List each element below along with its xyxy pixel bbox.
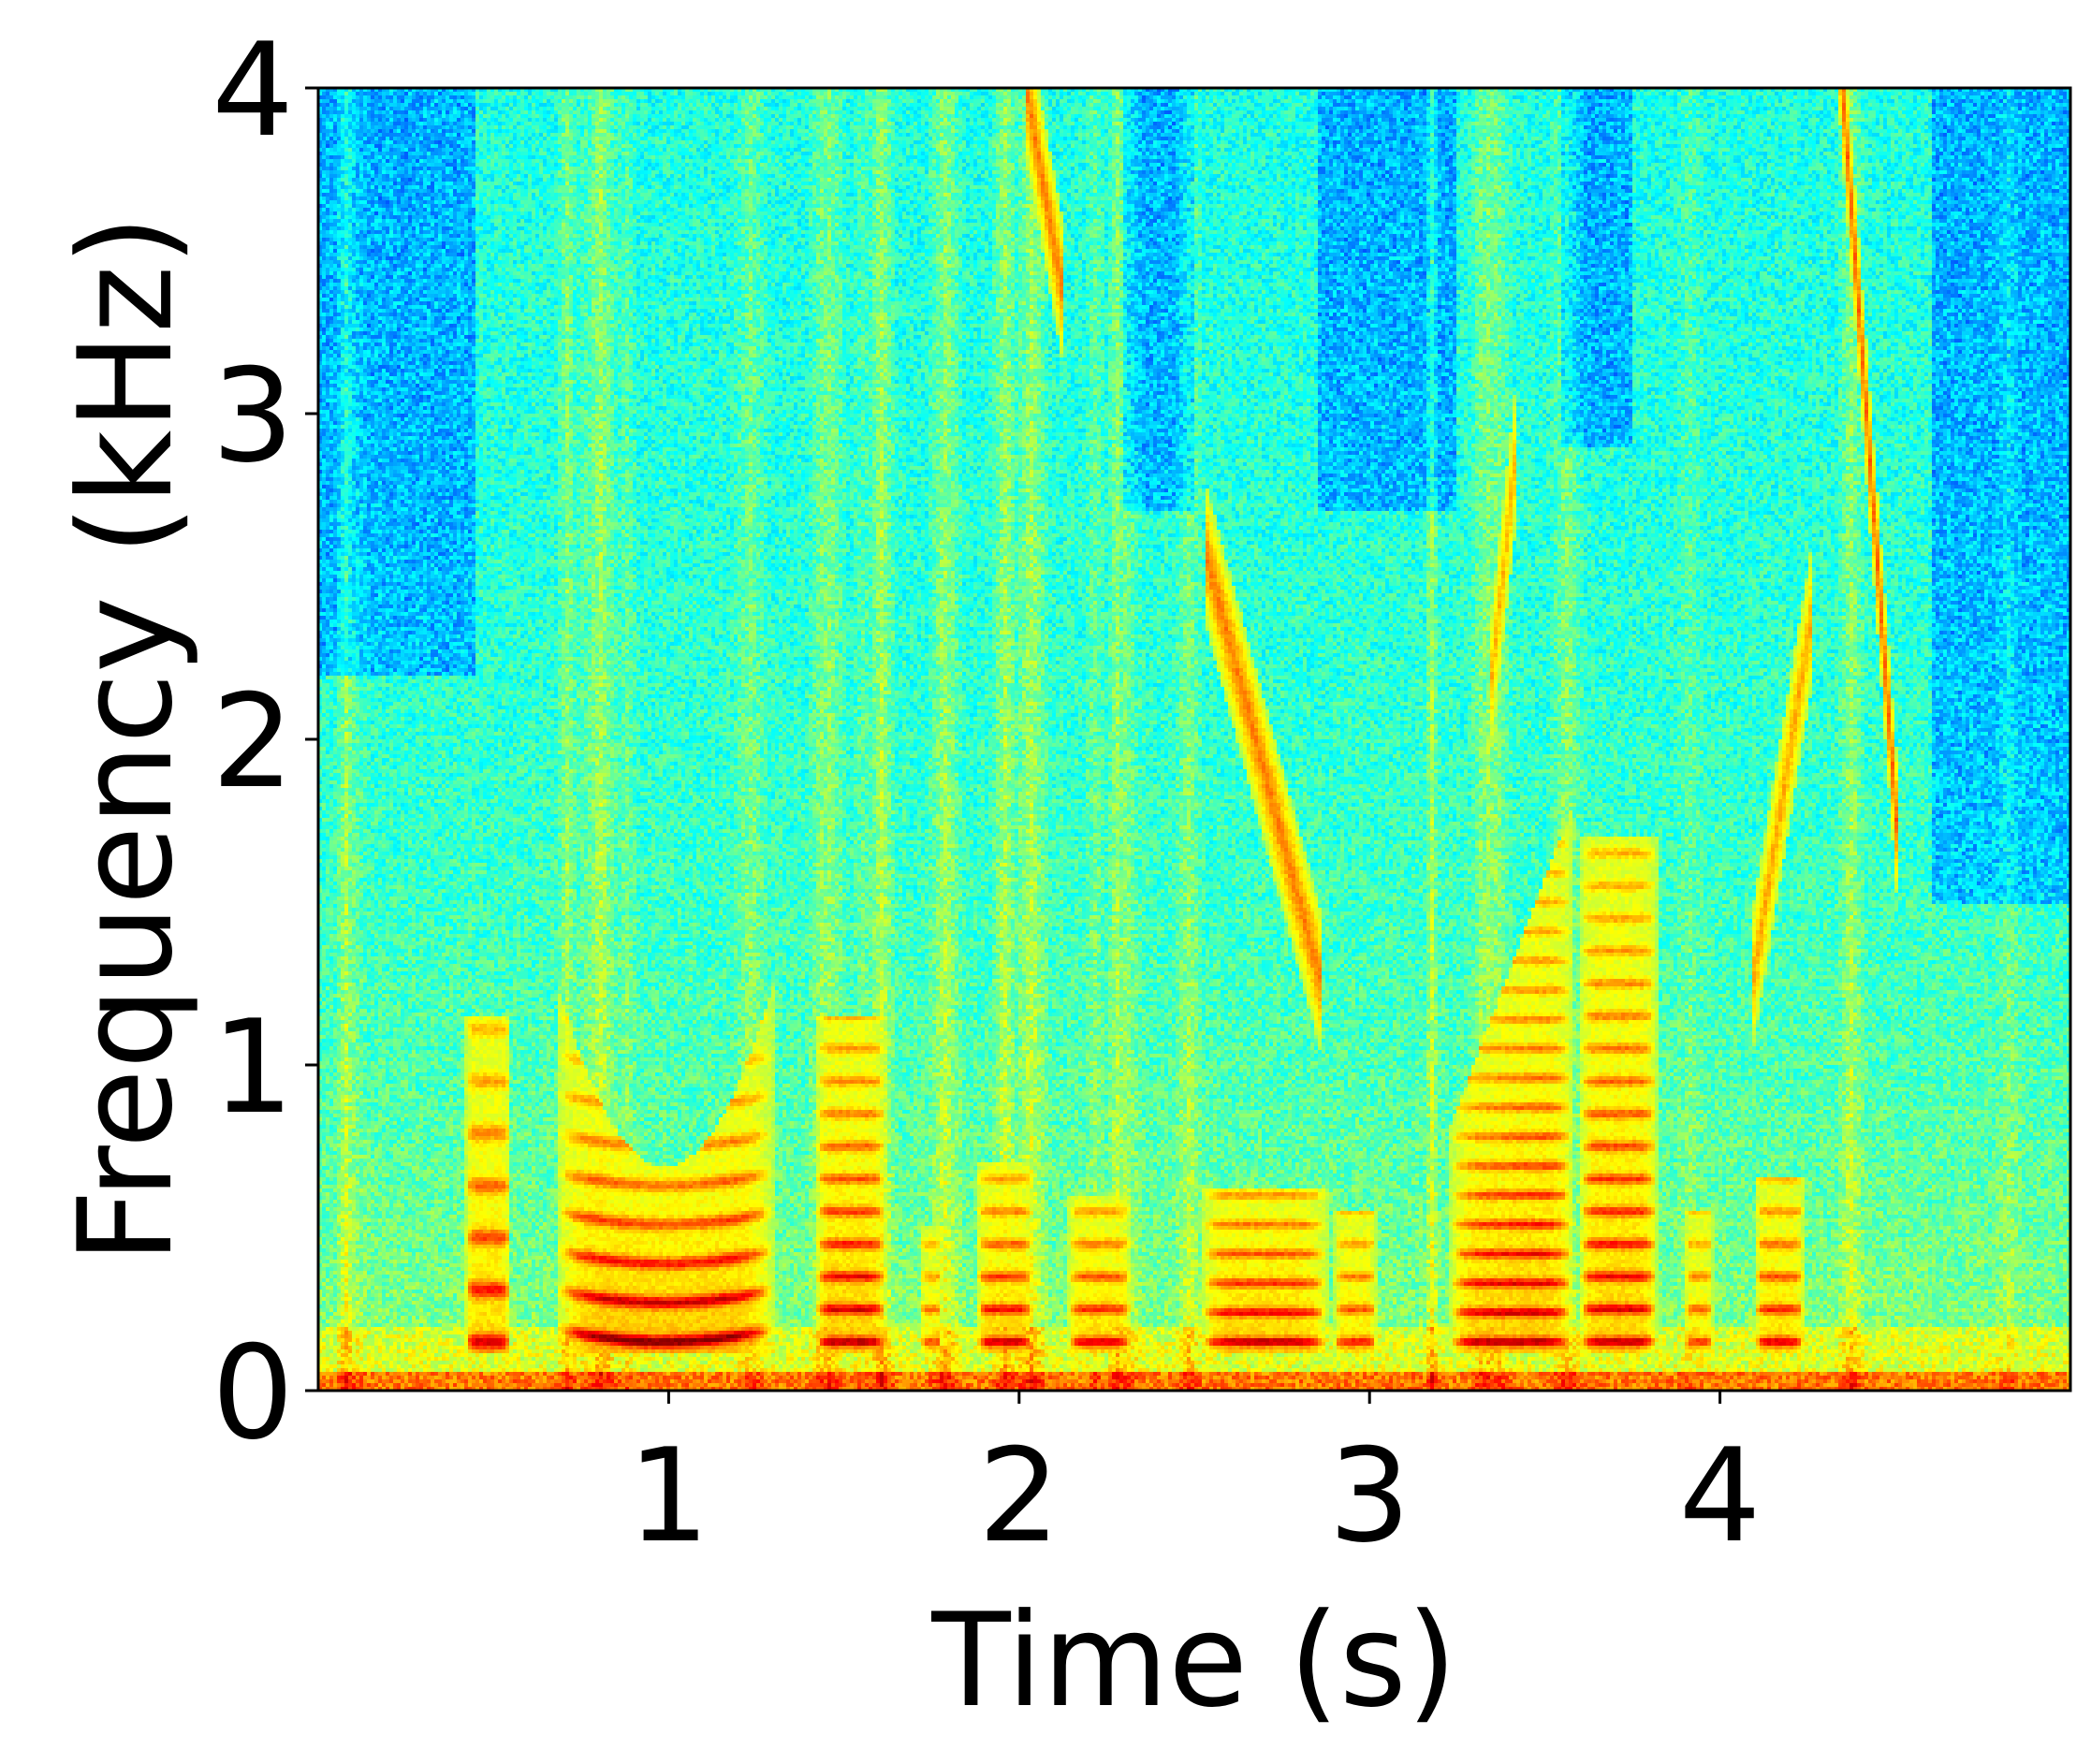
x-tick-label: 1 — [627, 1421, 709, 1571]
y-axis-label: Frequency (kHz) — [51, 215, 201, 1264]
x-tick-label: 3 — [1328, 1421, 1411, 1571]
x-tick-label: 2 — [978, 1421, 1060, 1571]
spectrogram-heatmap — [318, 88, 2070, 1391]
y-axis: 0 1 2 3 4 — [212, 15, 318, 1468]
y-tick-label: 0 — [212, 1318, 294, 1468]
y-tick-label: 4 — [212, 15, 294, 166]
x-axis: 1 2 3 4 — [627, 1391, 1762, 1571]
y-tick-label: 1 — [212, 992, 294, 1143]
y-tick-label: 3 — [212, 341, 294, 491]
x-axis-label: Time (s) — [930, 1585, 1456, 1736]
plot-area — [316, 86, 2072, 1392]
x-tick-label: 4 — [1679, 1421, 1762, 1571]
y-tick-label: 2 — [212, 666, 294, 817]
heatmap-holder — [318, 88, 2070, 1391]
